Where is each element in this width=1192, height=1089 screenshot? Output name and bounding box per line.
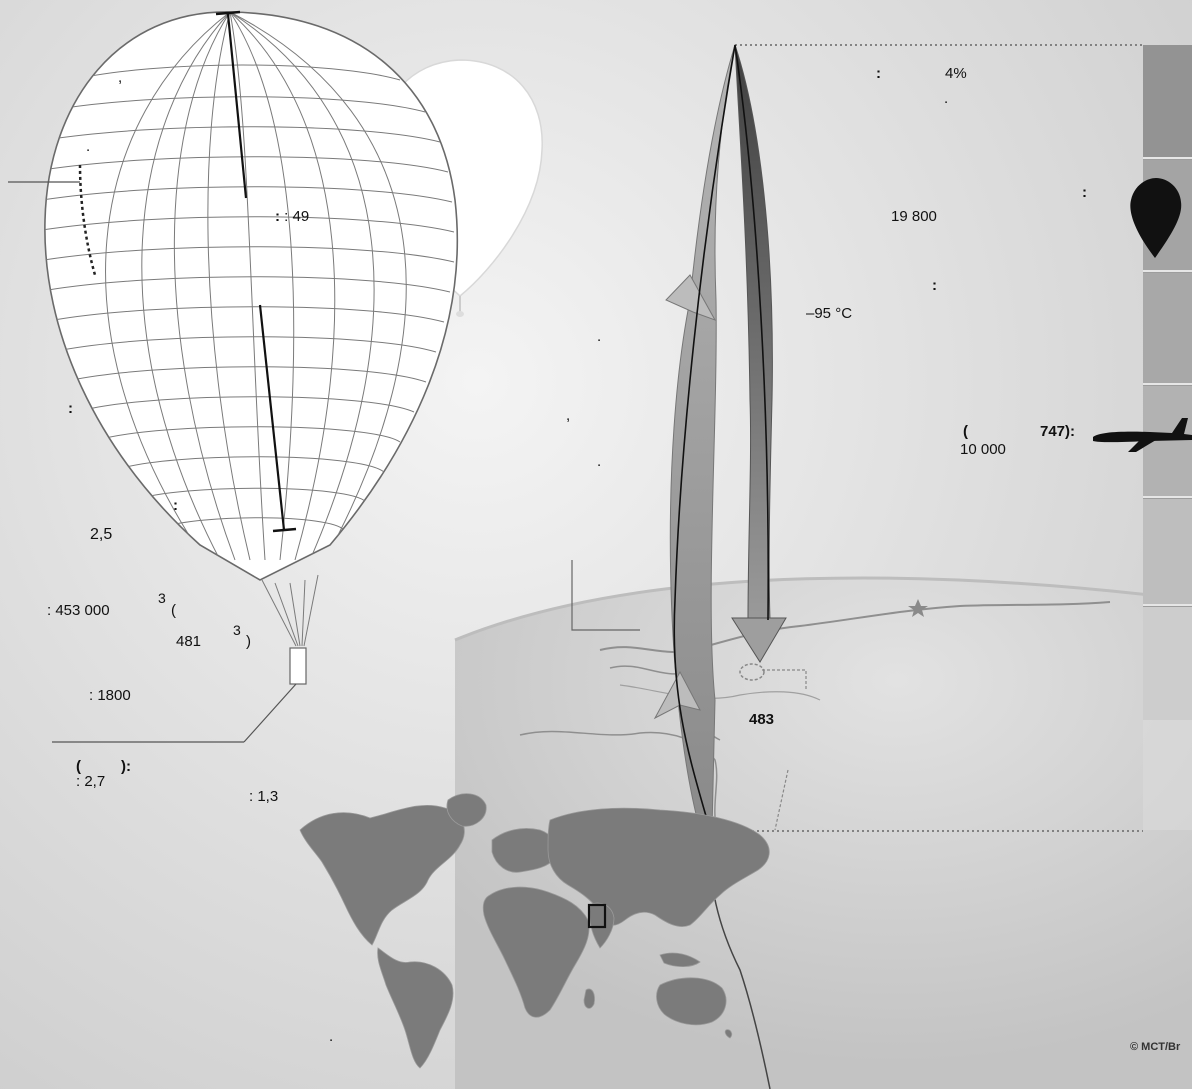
atmosphere-colon-1: : <box>876 65 881 82</box>
atmosphere-colon-2: : <box>1082 184 1087 201</box>
volume-alt-power: 3 <box>233 622 241 638</box>
flight-dot-2: . <box>597 453 602 470</box>
gondola-dim-b: : 1,3 <box>249 788 279 805</box>
balloon-height-value: : : 49 <box>275 208 310 225</box>
balloon-top-dot: . <box>86 138 91 155</box>
gondola-label-close: ): <box>121 758 131 775</box>
star-icon <box>908 599 928 617</box>
plane-paren: ( <box>963 423 968 440</box>
airplane-icon <box>1093 418 1192 452</box>
flight-path <box>653 44 787 836</box>
flight-comma-1: , <box>566 407 571 424</box>
balloon-payload-value: : 1800 <box>89 687 131 704</box>
plane-model: 747): <box>1040 423 1076 440</box>
volume-paren-close: ) <box>246 633 251 650</box>
hot-air-balloon <box>8 10 459 743</box>
gondola-label-open: ( <box>76 758 81 775</box>
atmosphere-dot-1: . <box>944 90 949 107</box>
map-dot: . <box>329 1028 334 1045</box>
plane-altitude: 10 000 <box>960 441 1006 458</box>
altitude-value: 19 800 <box>891 208 937 225</box>
descent-arrow <box>734 44 773 621</box>
balloon-top-comma: , <box>118 69 123 86</box>
balloon-weight-value: 2,5 <box>90 526 113 543</box>
atmosphere-colon-3: : <box>932 277 937 294</box>
temperature-value: –95 °C <box>806 305 853 322</box>
altitude-scale-bar <box>1093 45 1192 830</box>
oxygen-value: 4% <box>945 65 967 82</box>
balloon-height-number: : 49 <box>284 208 310 225</box>
copyright-credit: © MCT/Br <box>1130 1041 1181 1053</box>
balloon-left-colon: : <box>68 400 73 417</box>
balloon-volume-alt: 481 <box>176 633 202 650</box>
flight-dot-1: . <box>597 328 602 345</box>
globe-horizon <box>454 560 1192 1089</box>
world-map <box>299 793 770 1069</box>
balloon-volume-value: : 453 000 <box>47 602 110 619</box>
volume-unit-power: 3 <box>158 590 166 606</box>
volume-paren-open: ( <box>171 602 176 619</box>
gondola-dim-a: : 2,7 <box>76 773 106 790</box>
flight-distance-label: 483 <box>749 711 775 728</box>
balloon-mid-colon: : <box>173 497 178 514</box>
balloon-icon <box>1130 178 1182 258</box>
